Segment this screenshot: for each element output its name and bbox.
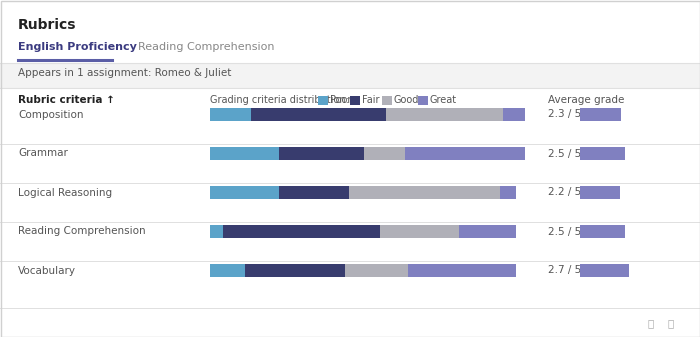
Bar xyxy=(580,264,629,277)
Text: 2.5 / 5: 2.5 / 5 xyxy=(548,149,581,158)
Bar xyxy=(580,147,625,160)
Text: Good: Good xyxy=(394,95,419,105)
Text: Great: Great xyxy=(430,95,457,105)
Bar xyxy=(0,63,700,88)
Text: 2.2 / 5: 2.2 / 5 xyxy=(548,187,581,197)
Text: Composition: Composition xyxy=(18,110,83,120)
Bar xyxy=(382,96,392,105)
Text: Rubric criteria ↑: Rubric criteria ↑ xyxy=(18,95,115,105)
Bar xyxy=(349,186,500,199)
Bar xyxy=(350,96,360,105)
Bar xyxy=(418,96,428,105)
Bar xyxy=(500,186,515,199)
Bar xyxy=(210,225,223,238)
Bar xyxy=(365,147,405,160)
Bar xyxy=(503,108,525,121)
Text: 2.5 / 5: 2.5 / 5 xyxy=(548,226,581,237)
Bar xyxy=(409,264,515,277)
Text: Grammar: Grammar xyxy=(18,149,68,158)
Text: Vocabulary: Vocabulary xyxy=(18,266,76,276)
Bar xyxy=(580,186,620,199)
Text: Appears in 1 assignment: Romeo & Juliet: Appears in 1 assignment: Romeo & Juliet xyxy=(18,68,232,78)
Bar xyxy=(245,264,346,277)
Text: Fair: Fair xyxy=(362,95,379,105)
Bar xyxy=(279,186,349,199)
Text: Poor: Poor xyxy=(330,95,351,105)
Bar xyxy=(346,264,409,277)
Text: 👎: 👎 xyxy=(668,318,674,328)
Text: 2.7 / 5: 2.7 / 5 xyxy=(548,266,581,276)
Bar xyxy=(580,108,622,121)
Bar xyxy=(223,225,380,238)
Text: Average grade: Average grade xyxy=(548,95,624,105)
Bar xyxy=(386,108,503,121)
Text: Logical Reasoning: Logical Reasoning xyxy=(18,187,112,197)
Bar xyxy=(210,264,245,277)
Bar xyxy=(210,147,279,160)
Text: 2.3 / 5: 2.3 / 5 xyxy=(548,110,581,120)
Text: Rubrics: Rubrics xyxy=(18,18,76,32)
Bar xyxy=(580,225,625,238)
Bar xyxy=(405,147,525,160)
Bar xyxy=(459,225,515,238)
Text: Grading criteria distribution:: Grading criteria distribution: xyxy=(210,95,349,105)
Text: 👍: 👍 xyxy=(648,318,654,328)
Text: Reading Comprehension: Reading Comprehension xyxy=(18,226,146,237)
Bar xyxy=(380,225,459,238)
Text: English Proficiency: English Proficiency xyxy=(18,42,137,52)
Bar xyxy=(318,96,328,105)
Text: Reading Comprehension: Reading Comprehension xyxy=(138,42,274,52)
Bar xyxy=(279,147,365,160)
Bar xyxy=(210,186,279,199)
Bar xyxy=(210,108,251,121)
Bar xyxy=(251,108,386,121)
